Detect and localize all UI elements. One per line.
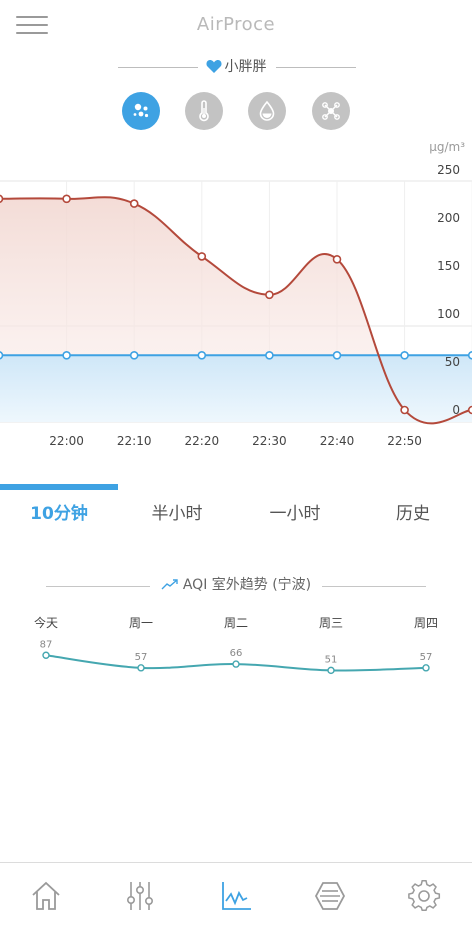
divider-line [118, 67, 198, 68]
y-tick-label: 100 [437, 307, 460, 321]
pm-point[interactable] [400, 405, 409, 415]
filter-hexagon-icon [314, 882, 346, 910]
aqi-point [327, 666, 335, 675]
aqi-value-label: 51 [325, 654, 338, 665]
divider-line [46, 586, 150, 587]
pm-point[interactable] [0, 194, 4, 203]
menu-hamburger-icon[interactable] [16, 14, 48, 36]
aqi-point [137, 664, 145, 672]
device-name: 小胖胖 [224, 59, 267, 75]
pm-point[interactable] [129, 199, 139, 208]
x-tick-label: 22:30 [252, 434, 287, 448]
nav-controls-button[interactable] [118, 874, 162, 918]
baseline-point[interactable] [400, 350, 409, 360]
x-tick-label: 22:40 [320, 434, 355, 448]
sensor-temperature-button[interactable] [185, 92, 223, 130]
y-tick-label: 200 [437, 211, 460, 225]
aqi-title: AQI 室外趋势 (宁波) [182, 577, 312, 593]
tab-history[interactable]: 历史 [396, 504, 430, 524]
aqi-day-label: 今天 [33, 616, 58, 630]
aqi-value-label: 66 [230, 648, 243, 659]
chart-icon [222, 882, 251, 910]
pm-point[interactable] [265, 290, 274, 300]
aqi-day-label: 周二 [223, 616, 248, 630]
baseline-point[interactable] [0, 351, 4, 360]
active-tab-indicator [0, 484, 118, 490]
pm-dust-icon [133, 103, 149, 118]
y-tick-label: 0 [452, 403, 460, 417]
baseline-point[interactable] [129, 350, 139, 360]
tab-10min[interactable]: 10分钟 [30, 504, 88, 524]
x-tick-label: 22:50 [387, 434, 422, 448]
sensor-humidity-button[interactable] [248, 92, 286, 130]
baseline-area-fill [0, 355, 472, 422]
chart-unit-label: μg/m³ [429, 140, 465, 154]
pm-point[interactable] [332, 254, 342, 264]
aqi-section-header: AQI 室外趋势 (宁波) [0, 574, 472, 598]
y-tick-label: 150 [437, 259, 460, 273]
baseline-point[interactable] [467, 350, 472, 360]
x-tick-label: 22:00 [49, 434, 84, 448]
aqi-point [422, 664, 430, 672]
aqi-point [42, 651, 50, 659]
baseline-point[interactable] [265, 350, 274, 360]
baseline-point[interactable] [197, 350, 207, 360]
nav-filter-button[interactable] [308, 874, 352, 918]
heart-icon [205, 59, 222, 73]
baseline-point[interactable] [62, 350, 71, 360]
x-tick-label: 22:10 [117, 434, 152, 448]
y-tick-label: 50 [445, 355, 460, 369]
settings-gear-icon [408, 880, 441, 912]
baseline-point[interactable] [332, 350, 342, 360]
aqi-day-label: 周一 [128, 616, 153, 630]
humidity-drop-icon [259, 100, 275, 121]
sliders-icon [127, 882, 153, 910]
device-selector[interactable]: 小胖胖 [0, 56, 472, 80]
x-tick-label: 22:20 [185, 434, 220, 448]
home-icon [32, 881, 60, 910]
network-nodes-icon [322, 102, 340, 120]
bottom-nav-divider [0, 862, 472, 863]
sensor-pm-button[interactable] [122, 92, 160, 130]
thermometer-icon [199, 100, 209, 122]
pm-point[interactable] [467, 405, 472, 415]
divider-line [276, 67, 356, 68]
aqi-point [232, 660, 240, 668]
tab-one-hour[interactable]: 一小时 [269, 504, 321, 524]
aqi-value-label: 87 [40, 639, 53, 650]
pm-point[interactable] [197, 252, 207, 261]
aqi-value-label: 57 [135, 652, 148, 663]
pm-series-line [0, 196, 472, 425]
trend-icon [161, 579, 178, 590]
pm-point[interactable] [62, 194, 71, 204]
pm-line-chart[interactable]: 250 200 150 100 50 0 22:00 22:10 22:20 22:30 22:40… [0, 160, 472, 460]
app-title: AirProce [196, 14, 276, 35]
sensor-network-button[interactable] [312, 92, 350, 130]
nav-chart-button[interactable] [214, 874, 258, 918]
y-tick-label: 250 [437, 163, 460, 177]
aqi-day-label: 周三 [318, 616, 343, 630]
aqi-trend-chart: 87 57 66 51 57 [40, 639, 433, 675]
aqi-value-label: 57 [420, 652, 433, 663]
tab-half-hour[interactable]: 半小时 [151, 504, 203, 524]
divider-line [322, 586, 426, 587]
aqi-day-label: 周四 [413, 616, 438, 630]
nav-settings-button[interactable] [402, 874, 446, 918]
nav-home-button[interactable] [24, 874, 68, 918]
